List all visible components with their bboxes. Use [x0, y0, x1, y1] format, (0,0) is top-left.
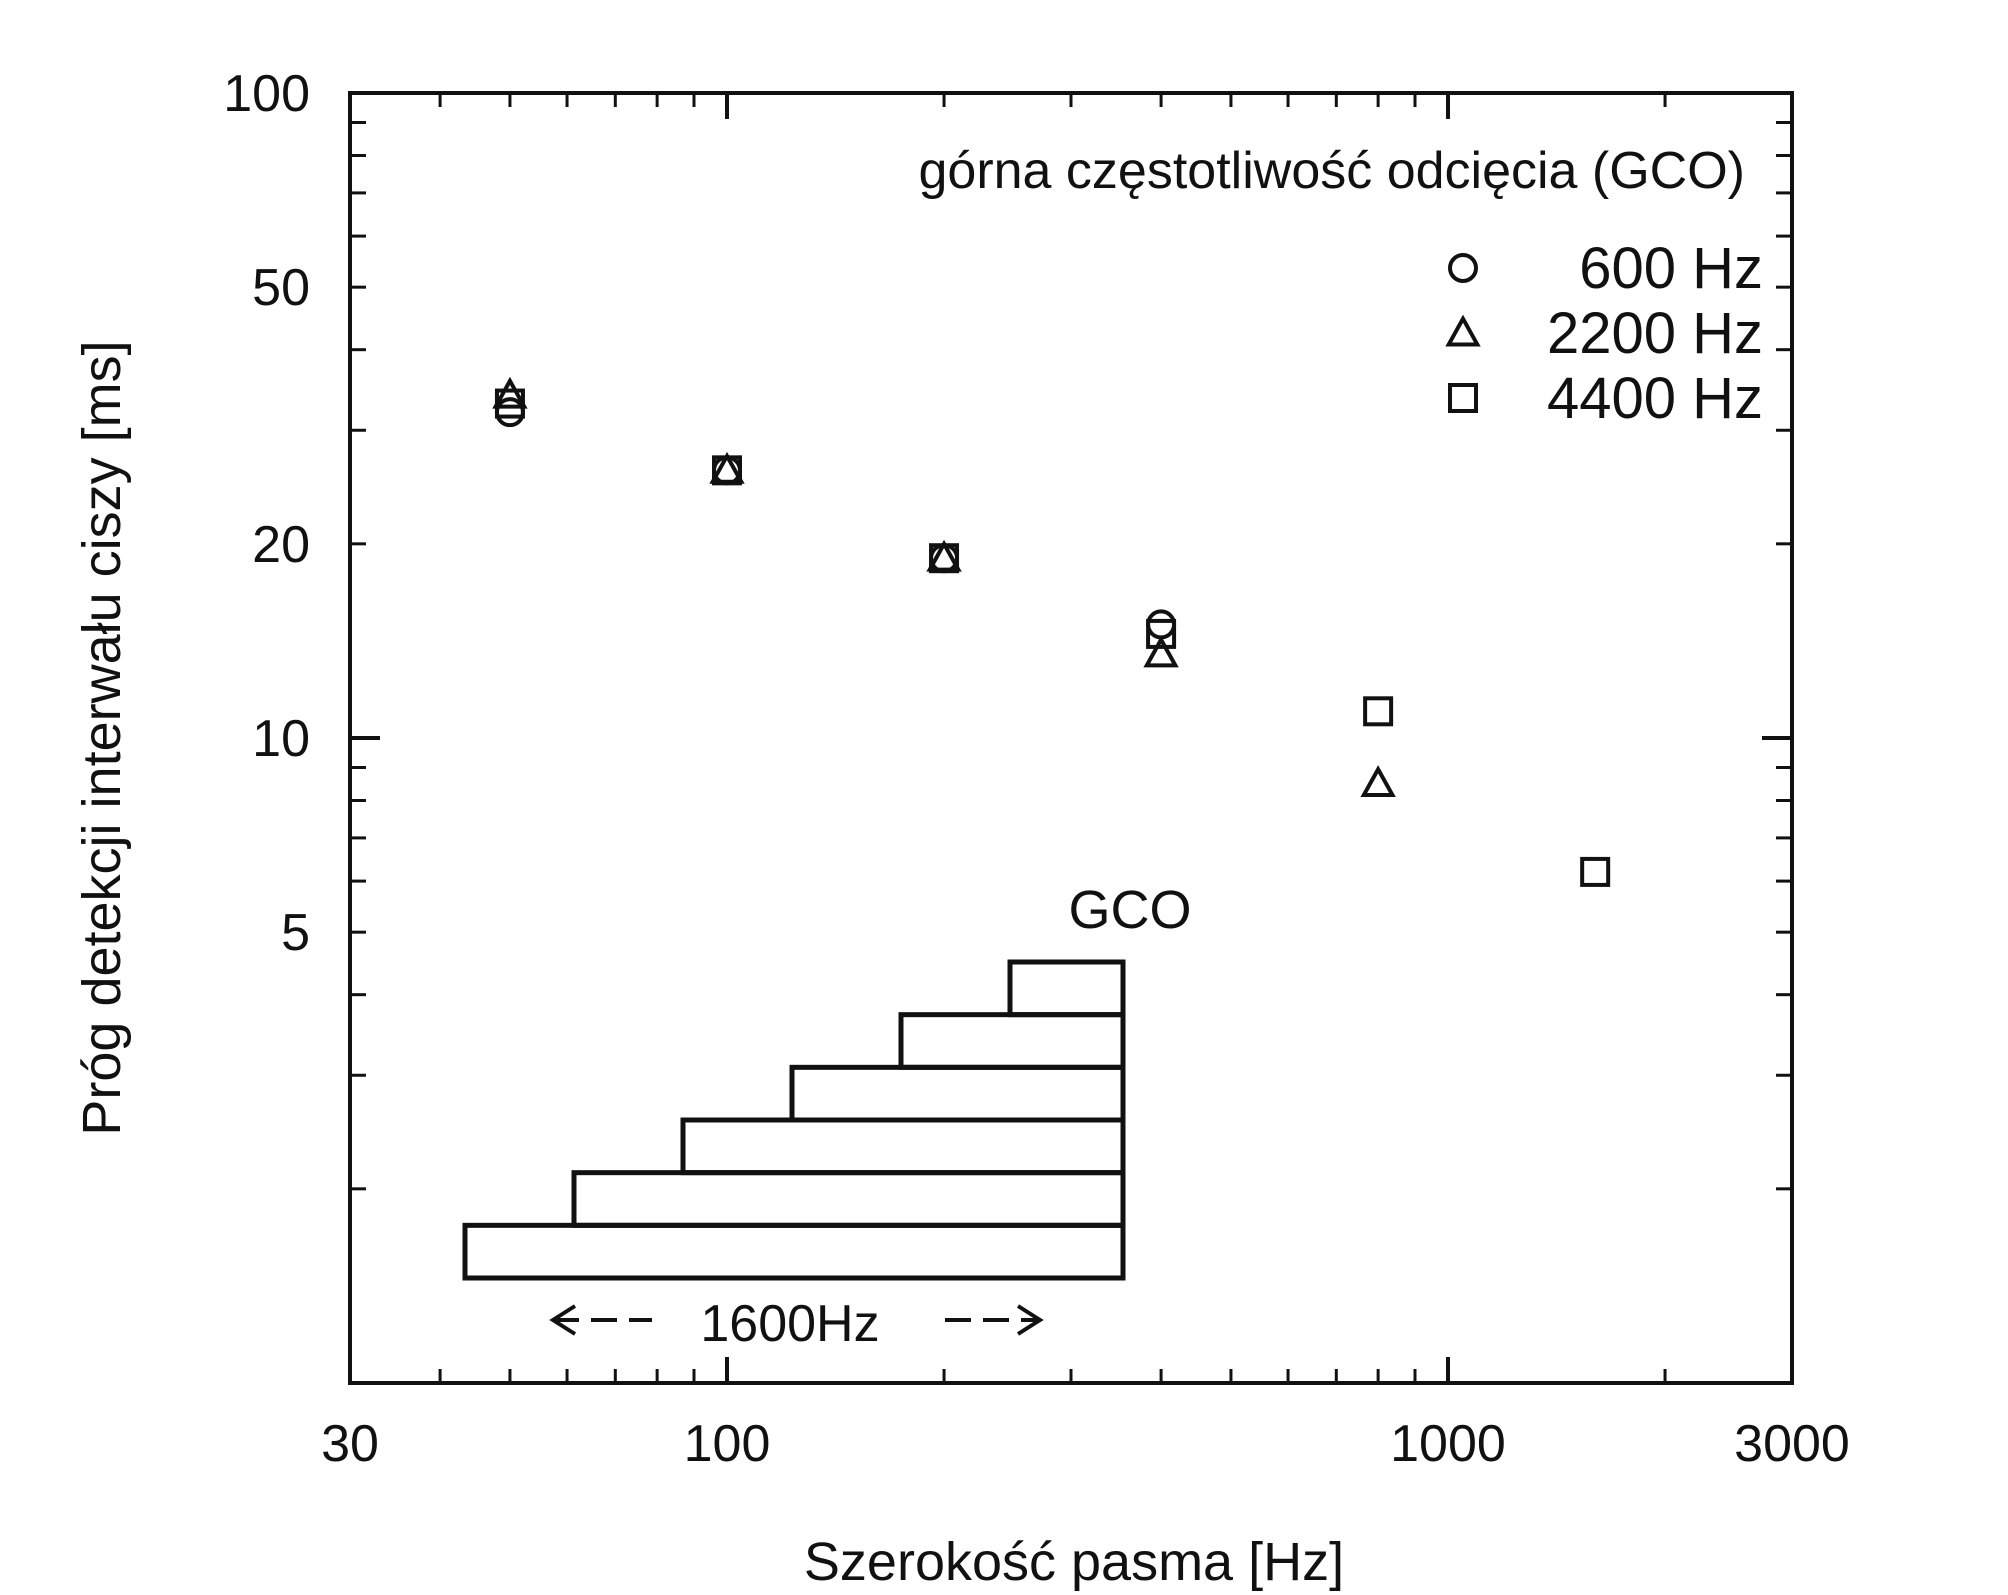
inset-gco-label: GCO: [1068, 880, 1191, 940]
plot-frame: [348, 91, 1794, 1385]
legend-circle-icon: [1448, 253, 1478, 283]
inset-band: [680, 1117, 1126, 1176]
y-ticks: [350, 91, 1792, 1385]
square-point: [1580, 856, 1611, 887]
legend-triangle-icon: [1445, 314, 1481, 347]
series-square: [494, 388, 1611, 887]
inset-span-label: 1600Hz: [700, 1295, 879, 1353]
y-tick-label: 5: [281, 904, 310, 962]
y-tick-label: 10: [252, 710, 310, 768]
y-tick-label: 50: [252, 259, 310, 317]
circle-point: [1146, 609, 1177, 640]
inset-band: [898, 1012, 1126, 1070]
arrow-left-head: [549, 1304, 577, 1336]
x-tick-labels: 30 100 1000 3000: [321, 1415, 1850, 1473]
square-point: [1363, 696, 1394, 727]
inset-diagram: [462, 959, 1126, 1281]
legend-label: 2200 Hz: [1547, 301, 1763, 366]
y-tick-label: 100: [223, 65, 310, 123]
triangle-point: [492, 376, 528, 409]
square-point: [929, 543, 960, 574]
inset-band: [462, 1222, 1126, 1281]
x-ticks: [348, 93, 1794, 1383]
y-tick-label: 20: [252, 516, 310, 574]
x-tick-label: 100: [684, 1415, 771, 1473]
data-points: [492, 376, 1611, 887]
inset-band: [571, 1170, 1126, 1228]
square-point: [1146, 618, 1177, 649]
series-triangle: [492, 376, 1396, 797]
x-tick-label: 1000: [1390, 1415, 1506, 1473]
triangle-point: [1360, 765, 1396, 797]
x-tick-label: 30: [321, 1415, 379, 1473]
x-tick-label: 3000: [1734, 1415, 1850, 1473]
legend-label: 600 Hz: [1579, 236, 1763, 301]
legend-label: 4400 Hz: [1547, 366, 1763, 431]
inset-band: [1007, 959, 1126, 1018]
square-point: [494, 388, 525, 419]
inset-span-arrow: [549, 1304, 1044, 1336]
triangle-point: [1143, 635, 1179, 668]
x-axis-label: Szerokość pasma [Hz]: [804, 1532, 1344, 1592]
y-tick-labels: 5 10 20 50 100: [223, 65, 310, 962]
inset-band: [789, 1064, 1126, 1123]
legend-square-icon: [1448, 383, 1478, 413]
arrow-right-head: [1016, 1304, 1044, 1336]
circle-point: [494, 397, 525, 428]
square-point: [711, 455, 742, 486]
series-circle: [494, 397, 1177, 640]
y-axis-label: Próg detekcji interwału ciszy [ms]: [72, 340, 132, 1135]
legend-title: górna częstotliwość odcięcia (GCO): [918, 142, 1745, 200]
